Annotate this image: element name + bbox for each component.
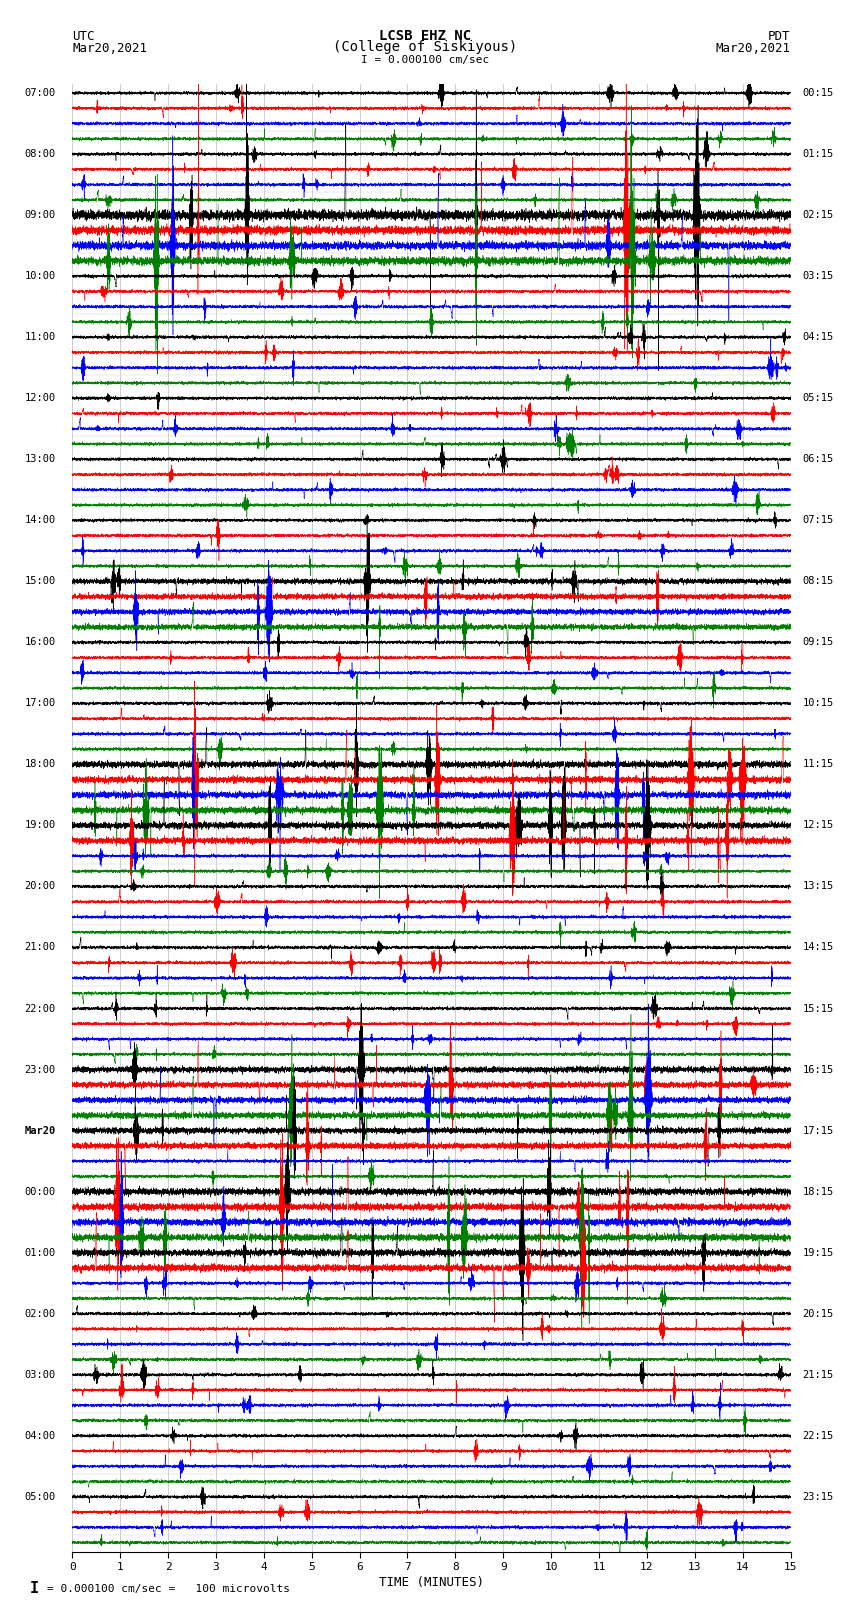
Text: 17:00: 17:00	[25, 698, 55, 708]
Text: 19:00: 19:00	[25, 821, 55, 831]
Text: 00:00: 00:00	[25, 1187, 55, 1197]
Text: 23:15: 23:15	[802, 1492, 834, 1502]
Text: 22:15: 22:15	[802, 1431, 834, 1440]
Text: 23:00: 23:00	[25, 1065, 55, 1074]
Text: 14:15: 14:15	[802, 942, 834, 953]
Text: 14:00: 14:00	[25, 515, 55, 526]
Text: 04:15: 04:15	[802, 332, 834, 342]
Text: Mar20: Mar20	[25, 1126, 55, 1136]
Text: (College of Siskiyous): (College of Siskiyous)	[333, 40, 517, 53]
Text: 11:15: 11:15	[802, 760, 834, 769]
Text: 10:15: 10:15	[802, 698, 834, 708]
Text: 16:15: 16:15	[802, 1065, 834, 1074]
Text: 03:00: 03:00	[25, 1369, 55, 1379]
Text: 15:15: 15:15	[802, 1003, 834, 1013]
Text: 15:00: 15:00	[25, 576, 55, 586]
Text: Mar20,2021: Mar20,2021	[716, 42, 790, 55]
Text: 02:00: 02:00	[25, 1308, 55, 1319]
Text: 20:00: 20:00	[25, 881, 55, 892]
Text: 05:15: 05:15	[802, 394, 834, 403]
Text: 18:15: 18:15	[802, 1187, 834, 1197]
Text: 03:15: 03:15	[802, 271, 834, 281]
Text: 17:15: 17:15	[802, 1126, 834, 1136]
Text: 08:15: 08:15	[802, 576, 834, 586]
Text: 21:00: 21:00	[25, 942, 55, 953]
Text: 08:00: 08:00	[25, 148, 55, 160]
Text: 19:15: 19:15	[802, 1247, 834, 1258]
Text: PDT: PDT	[768, 29, 790, 44]
Text: 21:15: 21:15	[802, 1369, 834, 1379]
Text: = 0.000100 cm/sec =   100 microvolts: = 0.000100 cm/sec = 100 microvolts	[47, 1584, 290, 1594]
Text: 13:00: 13:00	[25, 455, 55, 465]
Text: 12:00: 12:00	[25, 394, 55, 403]
Text: 13:15: 13:15	[802, 881, 834, 892]
Text: 22:00: 22:00	[25, 1003, 55, 1013]
Text: 05:00: 05:00	[25, 1492, 55, 1502]
Text: I = 0.000100 cm/sec: I = 0.000100 cm/sec	[361, 55, 489, 65]
Text: 11:00: 11:00	[25, 332, 55, 342]
Text: 07:00: 07:00	[25, 89, 55, 98]
X-axis label: TIME (MINUTES): TIME (MINUTES)	[379, 1576, 484, 1589]
Text: 12:15: 12:15	[802, 821, 834, 831]
Text: 10:00: 10:00	[25, 271, 55, 281]
Text: 04:00: 04:00	[25, 1431, 55, 1440]
Text: 20:15: 20:15	[802, 1308, 834, 1319]
Text: 00:15: 00:15	[802, 89, 834, 98]
Text: I: I	[30, 1581, 38, 1597]
Text: 01:00: 01:00	[25, 1247, 55, 1258]
Text: 07:15: 07:15	[802, 515, 834, 526]
Text: UTC: UTC	[72, 29, 94, 44]
Text: 09:15: 09:15	[802, 637, 834, 647]
Text: 01:15: 01:15	[802, 148, 834, 160]
Text: 18:00: 18:00	[25, 760, 55, 769]
Text: 02:15: 02:15	[802, 210, 834, 219]
Text: 06:15: 06:15	[802, 455, 834, 465]
Text: Mar20,2021: Mar20,2021	[72, 42, 147, 55]
Text: LCSB EHZ NC: LCSB EHZ NC	[379, 29, 471, 44]
Text: 09:00: 09:00	[25, 210, 55, 219]
Text: 16:00: 16:00	[25, 637, 55, 647]
